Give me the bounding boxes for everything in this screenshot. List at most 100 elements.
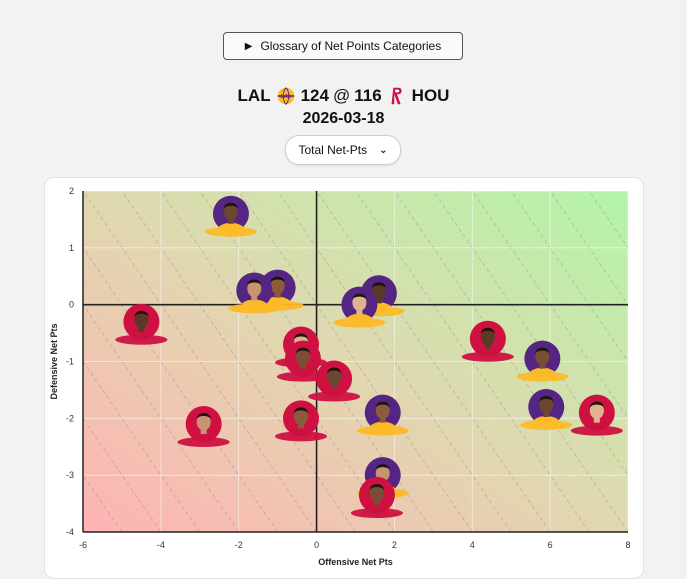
net-points-scatter-chart: -6 -4 -2 0 2 4 6 8 2 1 0 -1 -2 -3 -4 Offensive Net Pt…: [49, 186, 631, 567]
shoulders-shape: [356, 425, 409, 436]
x-tick-label: 6: [548, 540, 553, 550]
iso-line: [627, 191, 628, 192]
player-point-lal[interactable]: [333, 286, 386, 336]
shoulders-shape: [115, 334, 168, 345]
player-point-hou[interactable]: [275, 400, 327, 449]
neck-shape: [227, 216, 234, 224]
hair-shape: [539, 395, 554, 402]
hair-shape: [371, 282, 386, 289]
player-points: [115, 195, 623, 526]
player-point-lal[interactable]: [204, 195, 257, 245]
x-tick-label: 4: [470, 540, 475, 550]
x-tick-label: -4: [157, 540, 165, 550]
head-shape: [134, 311, 149, 329]
away-team-abbr: LAL: [237, 86, 271, 105]
player-point-hou[interactable]: [308, 360, 361, 410]
head-shape: [535, 348, 550, 366]
hair-shape: [352, 293, 367, 300]
game-date: 2026-03-18: [302, 110, 385, 127]
home-score: 116: [354, 86, 382, 105]
head-shape: [371, 282, 386, 300]
game-separator: @: [332, 86, 351, 105]
player-point-lal[interactable]: [520, 388, 573, 438]
shoulders-shape: [275, 431, 327, 442]
hair-shape: [369, 484, 384, 491]
hair-shape: [375, 401, 390, 408]
hair-shape: [535, 347, 550, 354]
hair-shape: [247, 279, 262, 286]
hair-shape: [589, 401, 604, 408]
metric-select-value: Total Net-Pts: [298, 143, 368, 157]
player-point-lal[interactable]: [516, 340, 569, 390]
neck-shape: [138, 324, 145, 332]
hair-shape: [375, 464, 390, 471]
y-axis-ticks: 2 1 0 -1 -2 -3 -4: [66, 186, 74, 537]
player-point-hou[interactable]: [177, 406, 230, 455]
head-shape: [352, 294, 367, 312]
hair-shape: [295, 347, 310, 354]
shoulders-shape: [333, 317, 386, 328]
net-points-chart-card: -6 -4 -2 0 2 4 6 8 2 1 0 -1 -2 -3 -4 Offensive Net Pt…: [44, 177, 644, 579]
game-score-header: LAL LAL 124 @ 116 HOU: [0, 84, 687, 108]
hair-shape: [134, 310, 149, 317]
glossary-toggle-button[interactable]: ▶ Glossary of Net Points Categories: [223, 32, 463, 60]
play-triangle-icon: ▶: [244, 40, 253, 52]
shoulders-shape: [228, 303, 281, 314]
x-tick-label: 2: [392, 540, 397, 550]
hair-shape: [327, 367, 342, 374]
shoulders-shape: [570, 425, 623, 436]
head-shape: [589, 402, 604, 420]
head-shape: [196, 413, 211, 431]
chevron-down-icon: ⌄: [379, 144, 388, 156]
y-tick-label: 2: [69, 186, 74, 196]
player-point-lal[interactable]: [356, 394, 409, 444]
y-tick-label: -3: [66, 470, 74, 480]
y-tick-label: 1: [69, 243, 74, 253]
y-tick-label: -4: [66, 527, 74, 537]
shoulders-shape: [177, 437, 230, 448]
hair-shape: [223, 202, 238, 209]
x-axis-ticks: -6 -4 -2 0 2 4 6 8: [79, 540, 631, 550]
y-tick-label: -2: [66, 413, 74, 423]
lakers-logo-icon: LAL: [277, 87, 294, 105]
player-point-lal[interactable]: [228, 272, 281, 321]
player-point-hou[interactable]: [350, 477, 403, 526]
rockets-logo-icon: [391, 87, 402, 105]
player-point-hou[interactable]: [570, 394, 623, 444]
head-shape: [223, 203, 238, 221]
hair-shape: [294, 407, 308, 414]
head-shape: [375, 402, 390, 420]
player-point-hou[interactable]: [115, 303, 168, 353]
player-point-hou[interactable]: [276, 340, 329, 390]
hair-shape: [294, 333, 308, 340]
x-tick-label: 0: [314, 540, 319, 550]
neck-shape: [251, 293, 258, 301]
head-shape: [480, 328, 495, 346]
shoulders-shape: [520, 419, 573, 430]
head-shape: [369, 484, 384, 502]
hair-shape: [270, 276, 285, 283]
head-shape: [327, 368, 342, 386]
head-shape: [294, 407, 308, 425]
shoulders-shape: [516, 371, 569, 382]
head-shape: [247, 279, 262, 297]
shoulders-shape: [276, 371, 329, 382]
head-shape: [270, 277, 285, 295]
head-shape: [295, 348, 310, 366]
metric-select[interactable]: Total Net-Pts ⌄: [285, 135, 401, 165]
shoulders-shape: [461, 351, 514, 362]
x-tick-label: 8: [625, 540, 630, 550]
x-axis-label: Offensive Net Pts: [318, 557, 393, 567]
shoulders-shape: [308, 391, 361, 402]
y-tick-label: -1: [66, 357, 74, 367]
hair-shape: [480, 327, 495, 334]
x-tick-label: -2: [235, 540, 243, 550]
away-score: 124: [300, 86, 329, 105]
player-point-hou[interactable]: [461, 320, 514, 370]
shoulders-shape: [350, 508, 403, 519]
neck-shape: [543, 409, 550, 417]
y-tick-label: 0: [69, 300, 74, 310]
head-shape: [539, 396, 554, 414]
svg-text:LAL: LAL: [280, 94, 291, 100]
x-tick-label: -6: [79, 540, 87, 550]
